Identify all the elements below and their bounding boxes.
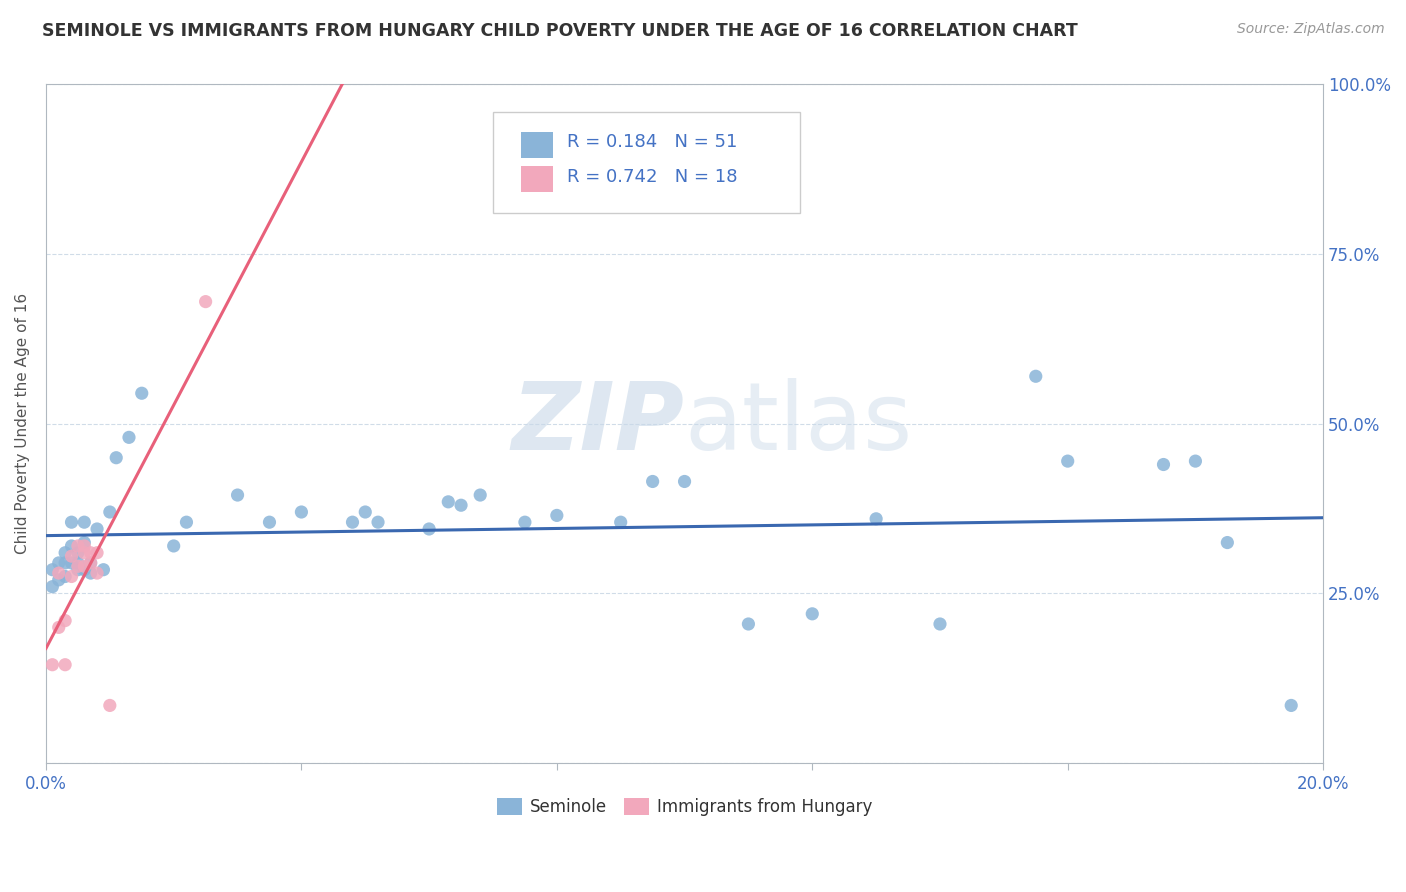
Point — [1025, 369, 1047, 384]
Point — [801, 607, 824, 621]
Point — [929, 617, 952, 632]
Point — [48, 620, 70, 634]
Point — [194, 294, 217, 309]
Point — [450, 498, 472, 512]
Point — [73, 539, 96, 553]
FancyBboxPatch shape — [494, 112, 800, 213]
Point — [437, 495, 460, 509]
Point — [131, 386, 153, 401]
Point — [176, 515, 198, 529]
Point — [513, 515, 536, 529]
Point — [73, 563, 96, 577]
Point — [79, 556, 101, 570]
Point — [66, 556, 89, 570]
Point — [41, 657, 63, 672]
Point — [48, 566, 70, 580]
Point — [354, 505, 377, 519]
Point — [418, 522, 440, 536]
Legend: Seminole, Immigrants from Hungary: Seminole, Immigrants from Hungary — [489, 791, 879, 822]
Point — [470, 488, 492, 502]
Point — [53, 546, 76, 560]
Point — [60, 569, 83, 583]
Point — [73, 546, 96, 560]
Point — [60, 549, 83, 563]
FancyBboxPatch shape — [522, 166, 553, 192]
Point — [60, 539, 83, 553]
Point — [1216, 535, 1239, 549]
Point — [41, 580, 63, 594]
Point — [66, 563, 89, 577]
Point — [1153, 458, 1175, 472]
Point — [53, 614, 76, 628]
Point — [60, 515, 83, 529]
Point — [79, 546, 101, 560]
Point — [79, 556, 101, 570]
Text: R = 0.742   N = 18: R = 0.742 N = 18 — [567, 168, 738, 186]
Text: SEMINOLE VS IMMIGRANTS FROM HUNGARY CHILD POVERTY UNDER THE AGE OF 16 CORRELATIO: SEMINOLE VS IMMIGRANTS FROM HUNGARY CHIL… — [42, 22, 1078, 40]
Text: Source: ZipAtlas.com: Source: ZipAtlas.com — [1237, 22, 1385, 37]
Text: ZIP: ZIP — [512, 378, 685, 470]
Point — [98, 698, 121, 713]
Point — [86, 522, 108, 536]
Point — [60, 556, 83, 570]
Point — [259, 515, 281, 529]
Point — [53, 657, 76, 672]
Point — [226, 488, 249, 502]
Point — [163, 539, 186, 553]
Point — [86, 566, 108, 580]
FancyBboxPatch shape — [522, 132, 553, 158]
Point — [73, 515, 96, 529]
Text: atlas: atlas — [685, 378, 912, 470]
Point — [41, 563, 63, 577]
Point — [48, 573, 70, 587]
Point — [1279, 698, 1302, 713]
Point — [93, 563, 115, 577]
Point — [48, 556, 70, 570]
Point — [66, 559, 89, 574]
Point — [118, 430, 141, 444]
Point — [367, 515, 389, 529]
Point — [609, 515, 631, 529]
Point — [673, 475, 696, 489]
Text: R = 0.184   N = 51: R = 0.184 N = 51 — [567, 133, 737, 151]
Point — [1056, 454, 1078, 468]
Point — [641, 475, 664, 489]
Point — [737, 617, 759, 632]
Point — [105, 450, 128, 465]
Point — [86, 546, 108, 560]
Point — [98, 505, 121, 519]
Point — [73, 535, 96, 549]
Point — [1184, 454, 1206, 468]
Point — [290, 505, 312, 519]
Point — [342, 515, 364, 529]
Y-axis label: Child Poverty Under the Age of 16: Child Poverty Under the Age of 16 — [15, 293, 30, 554]
Point — [865, 512, 887, 526]
Point — [53, 569, 76, 583]
Point — [66, 546, 89, 560]
Point — [66, 539, 89, 553]
Point — [73, 559, 96, 574]
Point — [546, 508, 568, 523]
Point — [79, 566, 101, 580]
Point — [53, 556, 76, 570]
